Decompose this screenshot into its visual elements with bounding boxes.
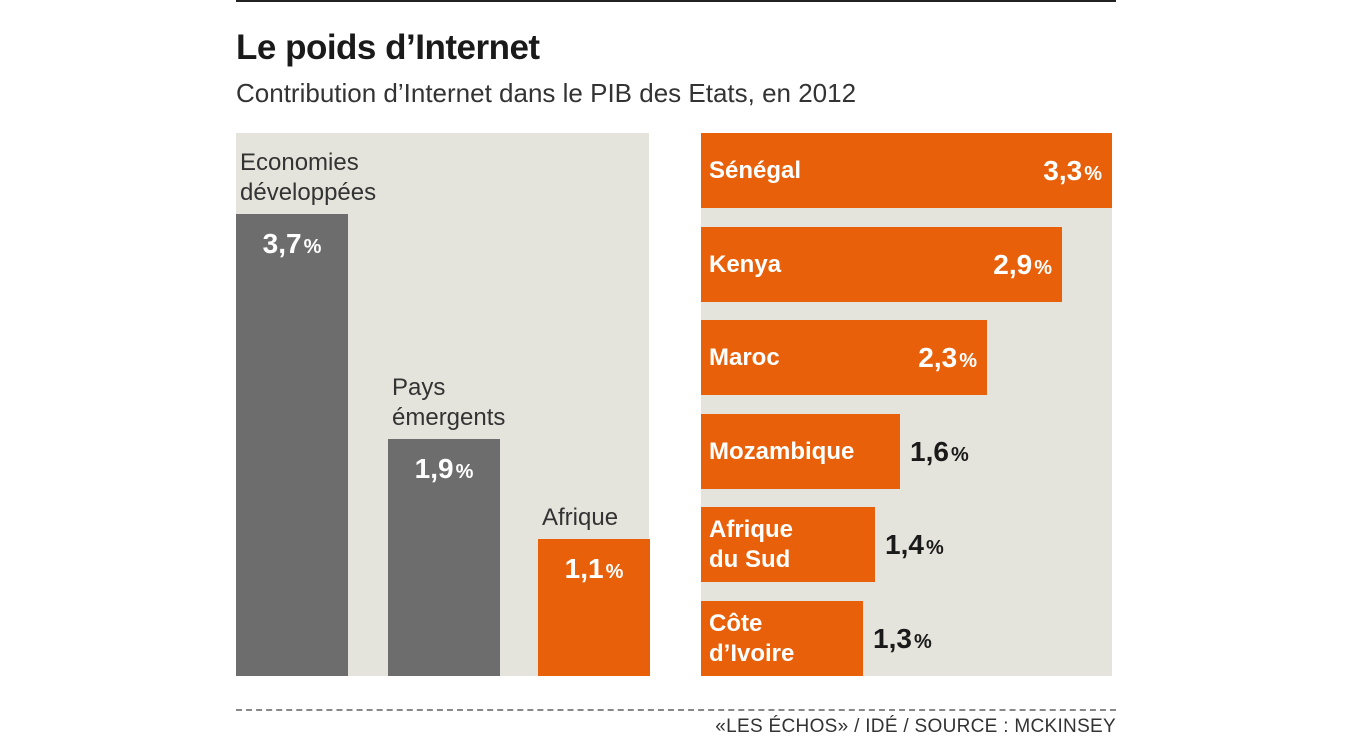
hbar-value-label: 1,3% [873, 622, 932, 654]
regions-panel: 3,7% Economies développées 1,9% Pays émergent… [236, 133, 650, 676]
bar-category-label: Pays émergents [392, 374, 506, 431]
hbar-category-label: Afrique du Sud [709, 515, 793, 573]
footer-divider [236, 709, 1116, 711]
bar-value-label: 1,9% [414, 453, 474, 484]
hbar-category-label: Côte d’Ivoire [709, 609, 795, 667]
hbar-value-label: 1,4% [885, 528, 944, 560]
hbar-value-label: 1,6% [910, 435, 969, 467]
hbar-6: Côte d’Ivoire [701, 601, 863, 676]
hbar-1: Sénégal 3,3% [701, 133, 1112, 208]
top-rule [236, 0, 1116, 2]
hbar-4: Mozambique [701, 414, 900, 489]
bar-category-label: Economies développées [240, 149, 377, 206]
bar-value-label: 1,1% [564, 553, 624, 584]
bar-1: 3,7% [236, 214, 348, 676]
hbar-value-label: 2,9% [993, 248, 1052, 280]
bar-2: 1,9% [388, 439, 500, 676]
source-credit: «LES ÉCHOS» / IDÉ / SOURCE : MCKINSEY [715, 716, 1116, 737]
hbar-category-label: Kenya [709, 250, 782, 278]
hbar-value-label: 3,3% [1043, 154, 1102, 186]
bar-value-label: 3,7% [262, 228, 322, 259]
chart-title: Le poids d’Internet [236, 28, 540, 67]
hbar-5: Afrique du Sud [701, 507, 875, 582]
hbar-3: Maroc 2,3% [701, 320, 987, 395]
bar-3: 1,1% [538, 539, 650, 676]
countries-panel: Sénégal 3,3% Kenya 2,9% Maroc 2,3% Mozambique 1… [701, 133, 1112, 676]
bar-category-label: Afrique [542, 504, 619, 531]
chart-subtitle: Contribution d’Internet dans le PIB des … [236, 78, 857, 108]
hbar-category-label: Maroc [709, 343, 780, 371]
hbar-2: Kenya 2,9% [701, 227, 1062, 302]
hbar-category-label: Sénégal [709, 156, 802, 184]
hbar-category-label: Mozambique [709, 437, 855, 465]
hbar-value-label: 2,3% [918, 341, 977, 373]
